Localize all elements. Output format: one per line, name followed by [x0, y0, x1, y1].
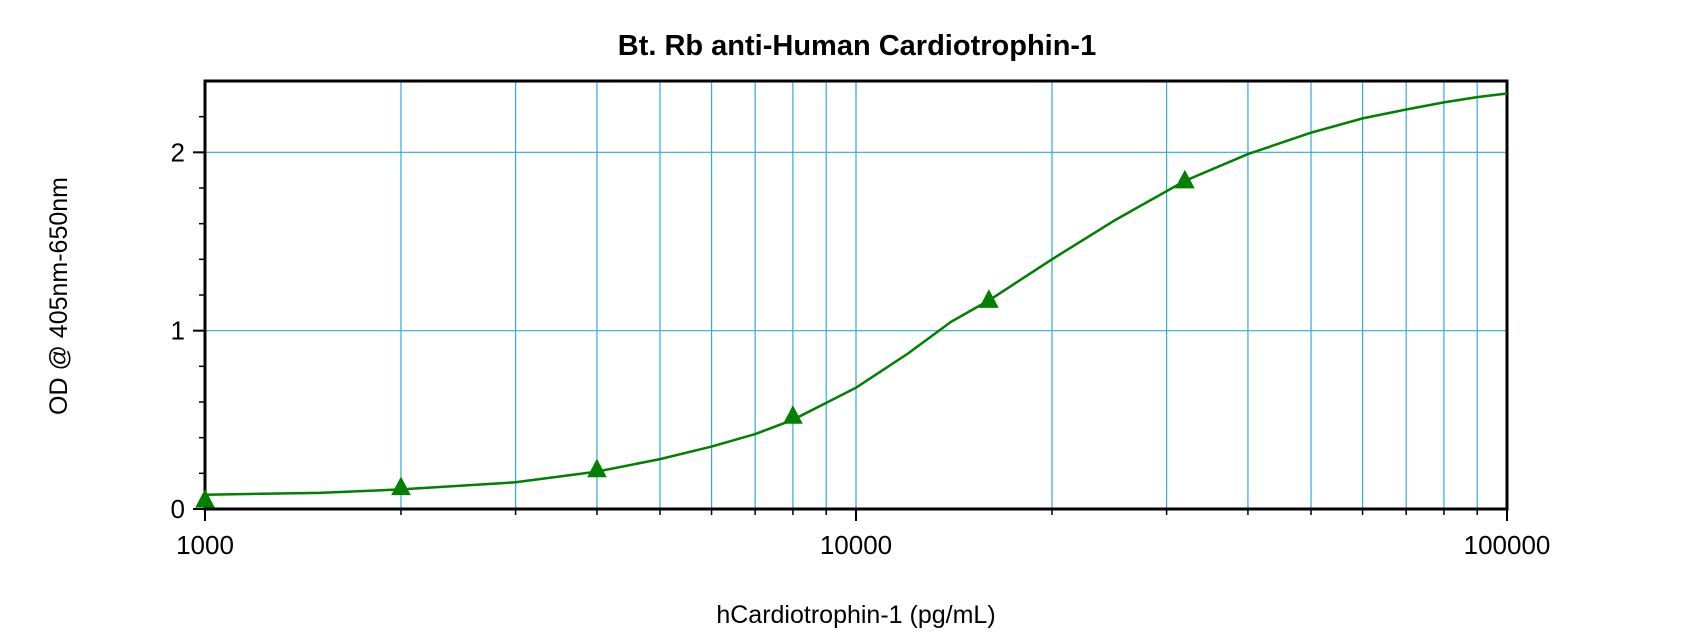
minor-ticks: [199, 115, 1478, 515]
x-tick-label: 100000: [1464, 530, 1551, 560]
x-ticks: 1000 10000 100000: [176, 509, 1550, 560]
y-tick-label: 1: [171, 316, 185, 346]
chart-title: Bt. Rb anti-Human Cardiotrophin-1: [618, 30, 1096, 62]
x-tick-label: 10000: [820, 530, 892, 560]
data-point: [783, 405, 803, 424]
data-point: [587, 458, 607, 478]
x-tick-label: 1000: [176, 530, 234, 560]
data-point: [979, 289, 999, 308]
y-tick-label: 2: [171, 137, 185, 167]
fit-curve: [204, 92, 1508, 496]
data-points: [195, 169, 1195, 508]
data-point: [1175, 169, 1195, 189]
data-point: [391, 476, 411, 496]
data-point: [195, 489, 215, 508]
x-axis-label: hCardiotrophin-1 (pg/mL): [716, 601, 995, 629]
grid: [205, 81, 1507, 509]
y-ticks: 0 1 2: [171, 137, 205, 524]
y-axis-label: OD @ 405nm-650nm: [45, 177, 73, 415]
y-tick-label: 0: [171, 494, 185, 524]
